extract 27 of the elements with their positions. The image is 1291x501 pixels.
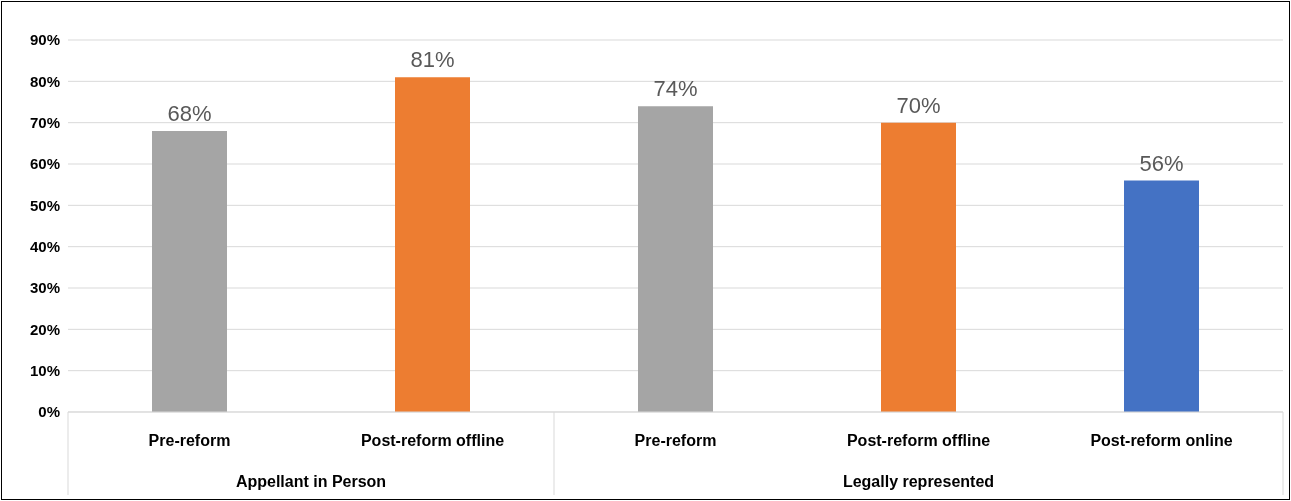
data-label: 68% (167, 100, 212, 126)
bar (638, 106, 713, 412)
text: Appellant in Person (235, 473, 387, 490)
x-tick-label: Pre-reform (148, 432, 231, 449)
data-label: 70% (896, 92, 941, 118)
y-tick-label: 60% (29, 155, 60, 173)
x-tick-label: Post-reform offline (360, 432, 505, 449)
x-tick-label: Pre-reform (634, 432, 717, 449)
data-label: 56% (1139, 150, 1184, 176)
text: Legally represented (842, 473, 995, 490)
bar (152, 130, 227, 412)
y-tick-label: 20% (29, 320, 60, 338)
x-tick-label: Post-reform online (1090, 432, 1233, 449)
y-tick-label: 30% (29, 279, 60, 297)
bar (395, 77, 470, 412)
y-tick-label: 40% (29, 237, 60, 255)
y-tick-label: 90% (29, 31, 60, 49)
y-tick-label: 50% (29, 196, 60, 214)
bar (881, 122, 956, 412)
y-tick-label: 10% (29, 361, 60, 379)
bar (1124, 180, 1199, 412)
y-tick-label: 80% (29, 72, 60, 90)
y-tick-label: 70% (29, 113, 60, 131)
y-tick-label: 0% (38, 403, 60, 421)
x-tick-label: Post-reform offline (846, 432, 991, 449)
data-label: 81% (410, 47, 455, 73)
data-label: 74% (653, 76, 698, 102)
